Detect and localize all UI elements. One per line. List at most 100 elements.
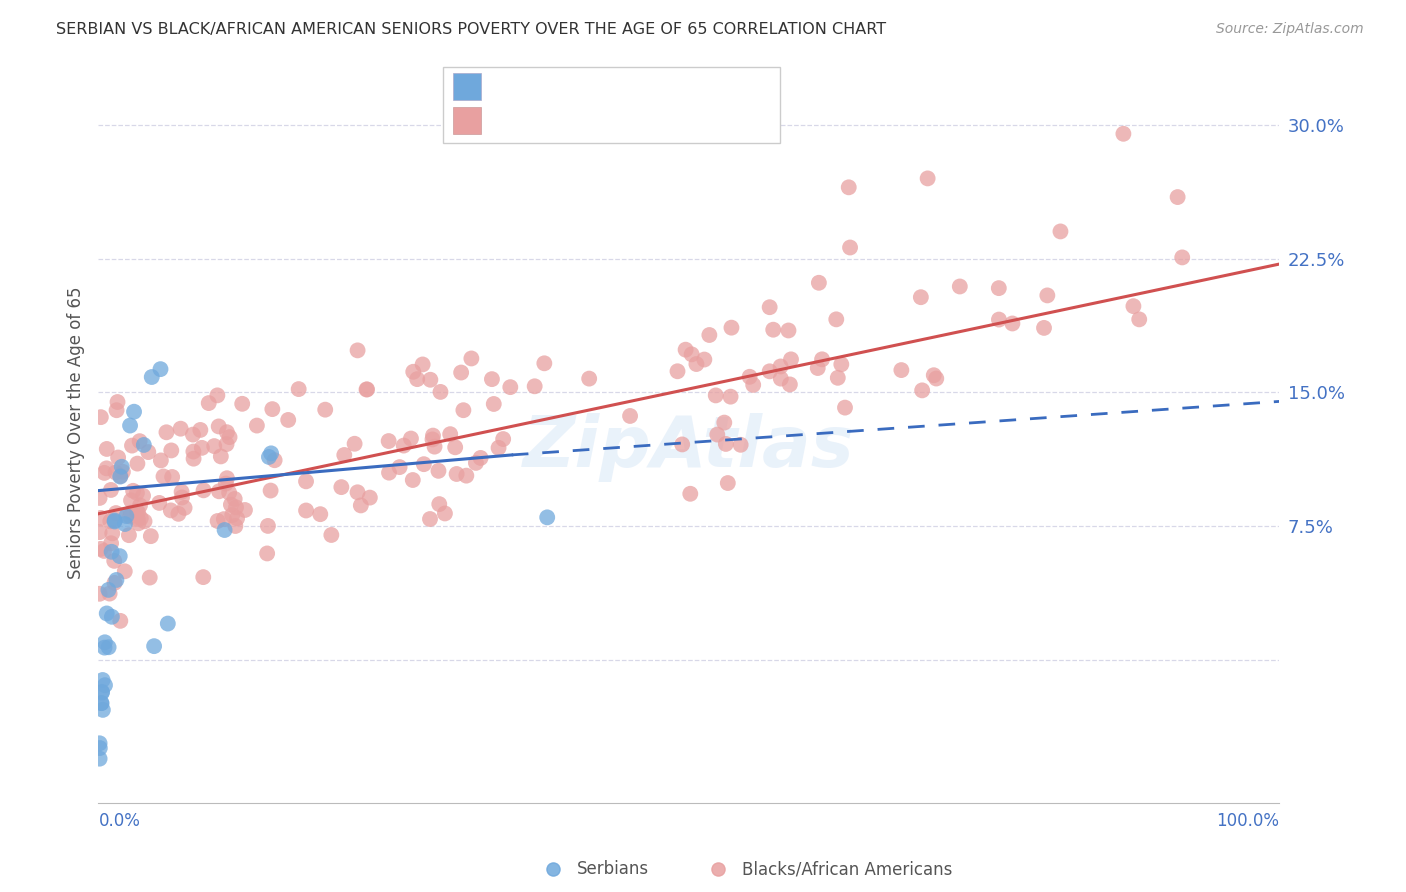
Point bbox=[412, 457, 434, 471]
Point bbox=[159, 503, 181, 517]
Point bbox=[377, 434, 399, 448]
Point bbox=[90, 541, 112, 556]
Point bbox=[207, 514, 229, 528]
Point bbox=[170, 484, 193, 499]
Point bbox=[423, 440, 446, 454]
Text: 100.0%: 100.0% bbox=[1216, 812, 1279, 830]
Point bbox=[90, 696, 112, 710]
Point bbox=[160, 443, 183, 458]
Point bbox=[121, 439, 143, 453]
Point bbox=[1001, 317, 1024, 331]
Point bbox=[738, 369, 761, 384]
Point bbox=[110, 469, 132, 483]
Point bbox=[136, 445, 159, 459]
Point bbox=[173, 500, 195, 515]
Y-axis label: Seniors Poverty Over the Age of 65: Seniors Poverty Over the Age of 65 bbox=[66, 286, 84, 579]
Point bbox=[406, 372, 429, 386]
Point bbox=[226, 511, 249, 525]
Point bbox=[128, 434, 150, 449]
Point bbox=[212, 512, 235, 526]
Point bbox=[100, 545, 122, 559]
Point bbox=[149, 362, 172, 376]
Point bbox=[481, 372, 503, 386]
Point bbox=[834, 401, 856, 415]
Point bbox=[193, 483, 215, 498]
Point bbox=[89, 741, 111, 756]
Point bbox=[541, 814, 564, 828]
Point bbox=[825, 312, 848, 326]
Point bbox=[1049, 224, 1071, 238]
Point bbox=[277, 413, 299, 427]
Point bbox=[127, 512, 149, 526]
Point bbox=[94, 635, 117, 649]
Point bbox=[402, 473, 425, 487]
Point bbox=[470, 450, 492, 465]
Point bbox=[422, 433, 444, 447]
Point bbox=[742, 377, 765, 392]
Point bbox=[110, 469, 132, 483]
Point bbox=[89, 491, 111, 505]
Point bbox=[110, 614, 132, 628]
Point bbox=[209, 450, 232, 464]
Point bbox=[419, 373, 441, 387]
Point bbox=[707, 814, 730, 828]
Point bbox=[706, 427, 728, 442]
Point bbox=[433, 507, 456, 521]
Point bbox=[619, 409, 641, 423]
Point bbox=[170, 491, 193, 505]
Point bbox=[169, 422, 191, 436]
Point bbox=[93, 466, 115, 480]
Point bbox=[453, 403, 475, 417]
Point bbox=[183, 451, 205, 466]
Point bbox=[350, 499, 373, 513]
Point bbox=[450, 366, 472, 380]
Point bbox=[90, 696, 112, 710]
Point bbox=[104, 466, 127, 480]
Point bbox=[359, 491, 381, 505]
Point bbox=[675, 343, 697, 357]
Point bbox=[671, 437, 693, 451]
Point bbox=[246, 418, 269, 433]
Point bbox=[949, 279, 972, 293]
Point bbox=[910, 290, 932, 304]
Point bbox=[89, 587, 111, 601]
Point bbox=[218, 485, 240, 500]
Point bbox=[263, 453, 285, 467]
Point bbox=[439, 427, 461, 442]
Point bbox=[208, 419, 231, 434]
Point bbox=[127, 516, 149, 531]
Point bbox=[259, 483, 281, 498]
Point bbox=[141, 370, 163, 384]
Point bbox=[685, 357, 707, 371]
Text: Serbians: Serbians bbox=[576, 861, 648, 879]
Text: Blacks/African Americans: Blacks/African Americans bbox=[742, 861, 952, 879]
Point bbox=[446, 467, 468, 481]
Point bbox=[114, 564, 136, 578]
Point bbox=[762, 323, 785, 337]
Point bbox=[231, 397, 253, 411]
Point bbox=[190, 423, 212, 437]
Point bbox=[215, 471, 238, 485]
Text: R =: R = bbox=[488, 112, 524, 129]
Point bbox=[97, 582, 120, 597]
Point bbox=[1128, 312, 1150, 326]
Point bbox=[464, 456, 486, 470]
Point bbox=[148, 496, 170, 510]
Point bbox=[402, 365, 425, 379]
Point bbox=[98, 586, 121, 600]
Point bbox=[90, 410, 112, 425]
Point bbox=[482, 397, 505, 411]
Point bbox=[807, 361, 830, 376]
Text: 36: 36 bbox=[612, 78, 641, 95]
Point bbox=[704, 388, 727, 402]
Text: 0.086: 0.086 bbox=[524, 78, 576, 95]
Point bbox=[122, 483, 145, 498]
Text: 0.814: 0.814 bbox=[524, 112, 576, 129]
Point bbox=[356, 383, 378, 397]
Point bbox=[456, 468, 478, 483]
Point bbox=[91, 685, 114, 699]
Point bbox=[399, 432, 422, 446]
Point bbox=[104, 506, 127, 520]
Point bbox=[103, 575, 125, 590]
Point bbox=[769, 371, 792, 385]
